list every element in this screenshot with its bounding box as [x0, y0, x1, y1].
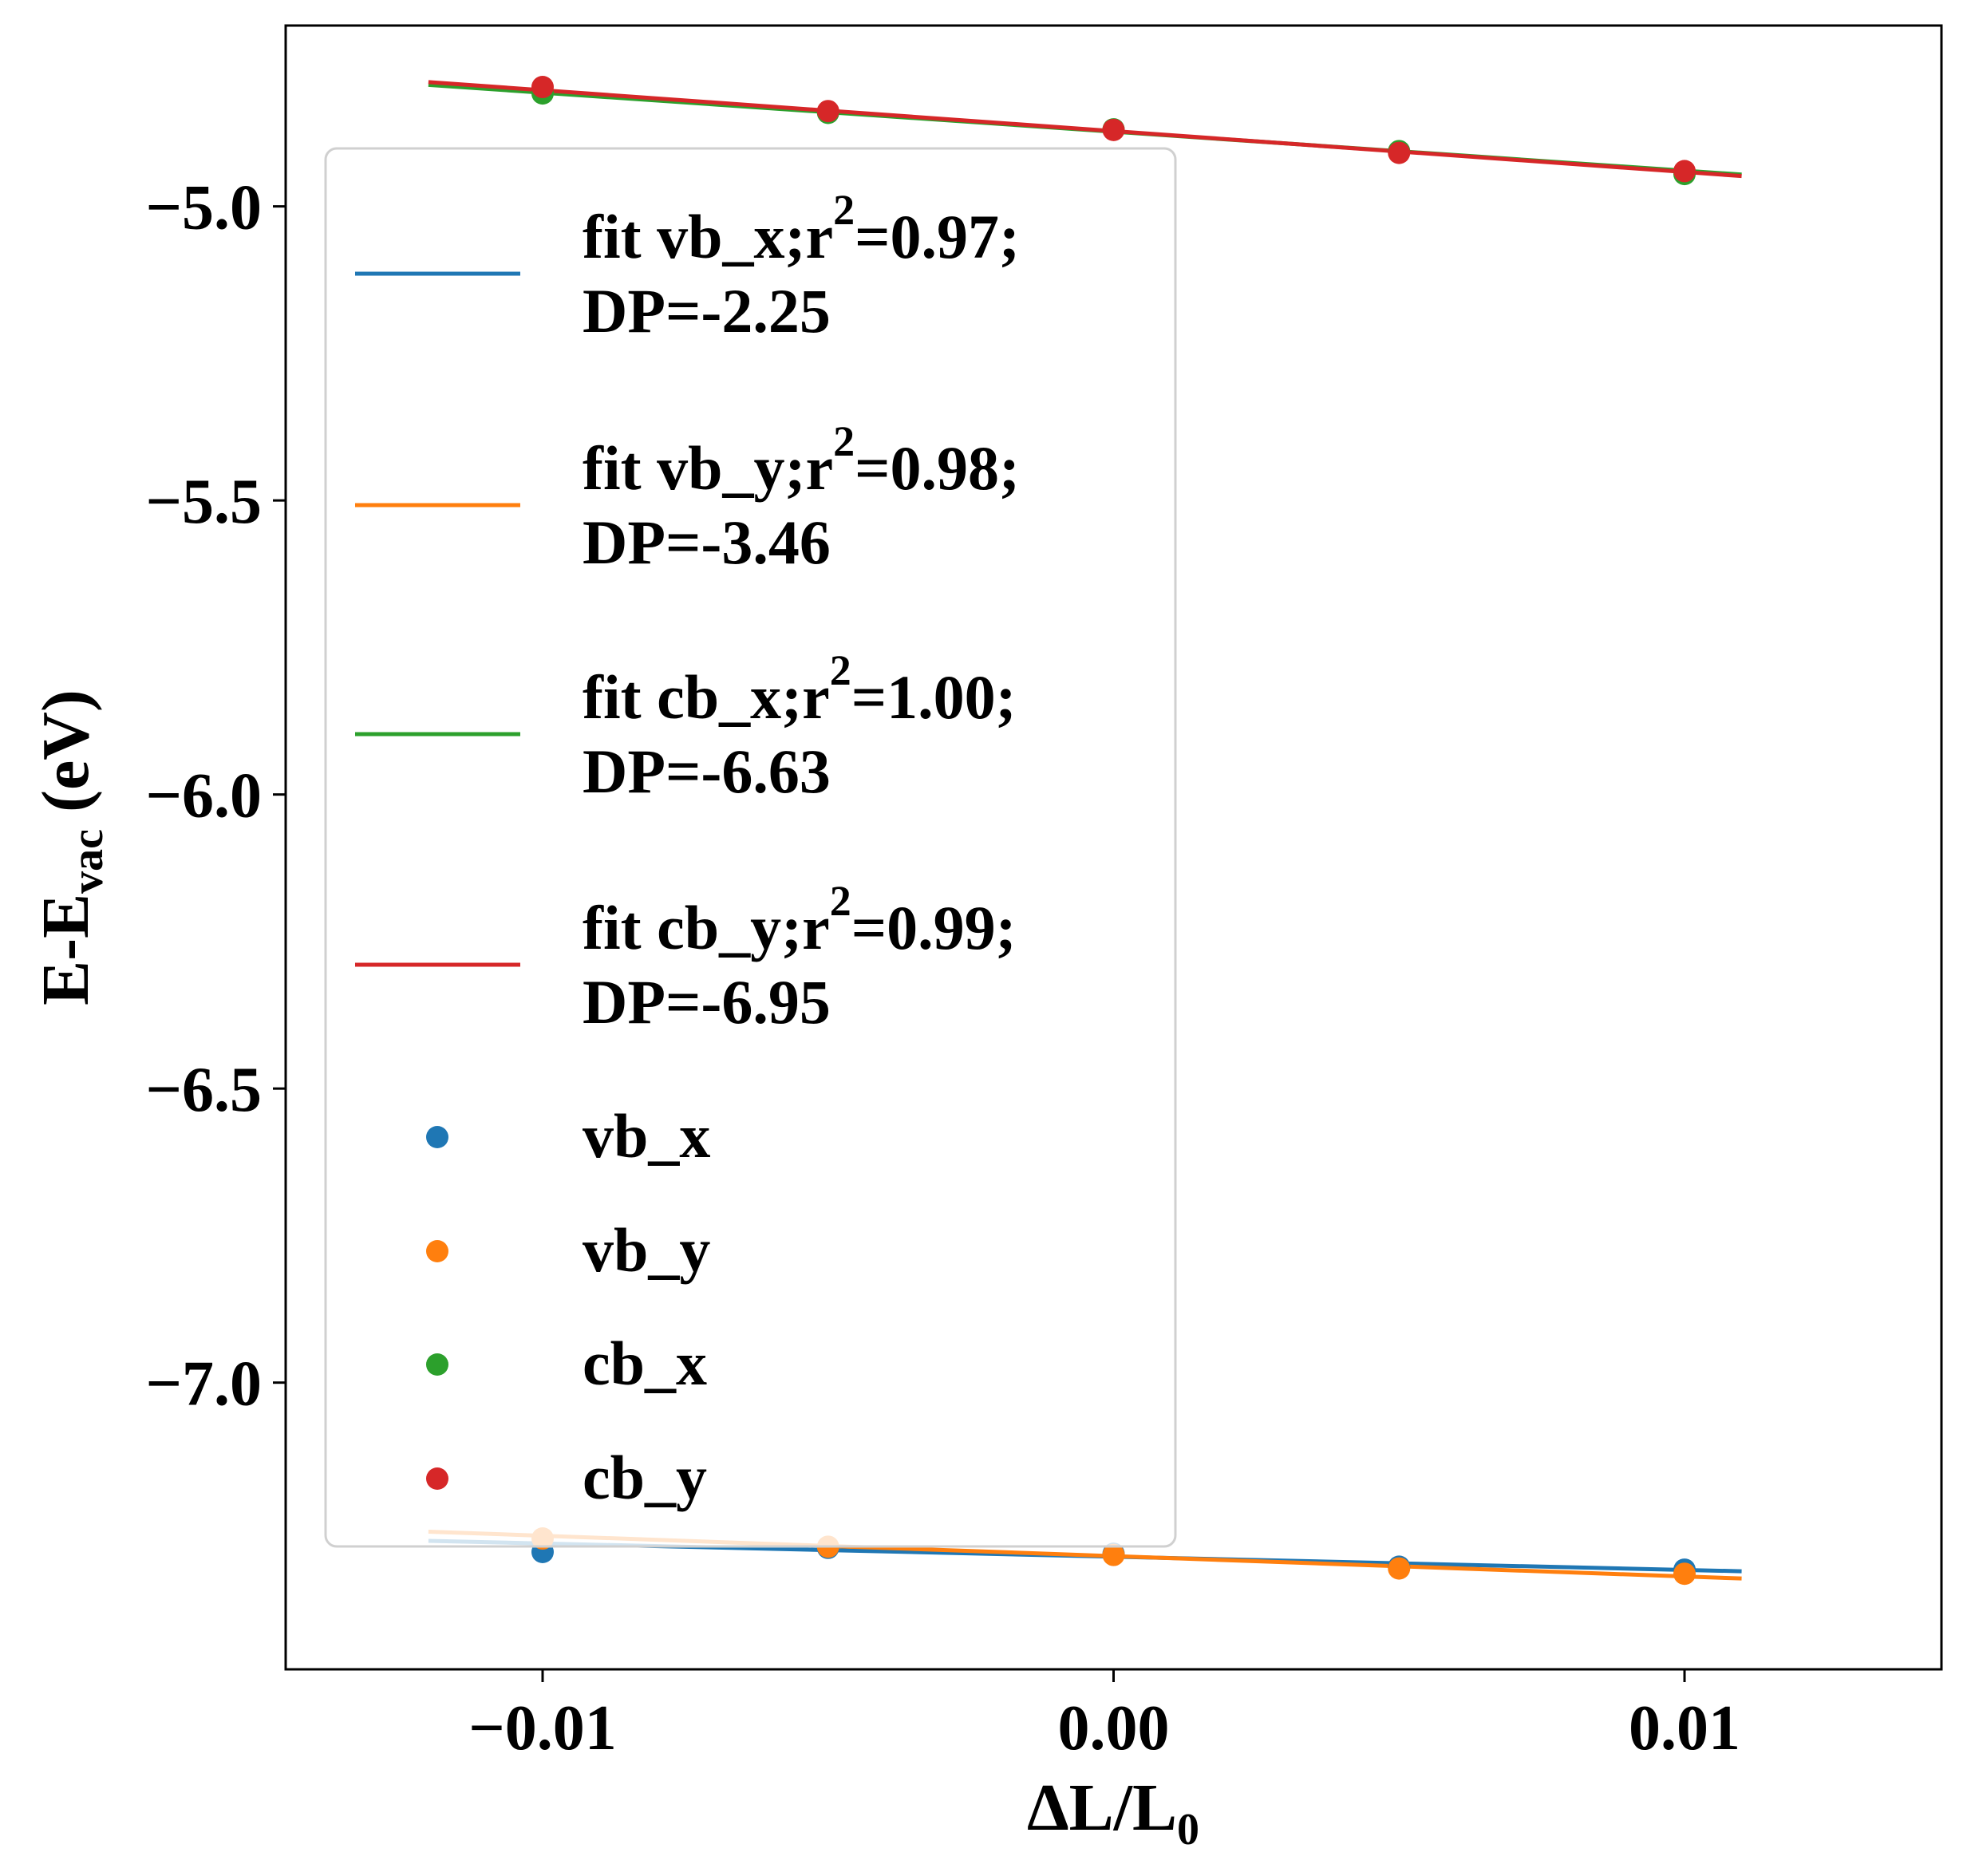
y-axis: −5.0 −5.5 −6.0 −6.5 −7.0: [145, 173, 286, 1420]
y-axis-label: E-Evac (eV): [29, 689, 113, 1005]
point-vb-y: [1388, 1557, 1411, 1580]
legend-dp-label: DP=-3.46: [583, 508, 831, 577]
legend-marker-vb-y: [426, 1240, 448, 1262]
legend-marker-cb-y: [426, 1467, 448, 1490]
x-axis: −0.01 0.00 0.01: [468, 1669, 1740, 1763]
legend-fit-label: fit cb_y;r2=0.99;: [583, 877, 1017, 962]
point-cb-y: [531, 76, 554, 99]
point-vb-y: [1102, 1543, 1125, 1566]
point-cb-y: [1673, 160, 1696, 183]
y-tick-label: −6.5: [145, 1055, 262, 1125]
y-tick-label: −5.0: [145, 173, 262, 243]
legend-marker-vb-x: [426, 1126, 448, 1148]
point-cb-y: [1102, 118, 1125, 141]
x-axis-label: ΔL/L0: [1027, 1771, 1199, 1854]
legend-point-label: cb_x: [583, 1329, 707, 1398]
legend-fit-label: fit cb_x;r2=1.00;: [583, 646, 1017, 732]
point-vb-y: [1673, 1562, 1696, 1586]
legend-point-label: cb_y: [583, 1443, 707, 1512]
y-tick-label: −6.0: [145, 761, 262, 831]
legend-dp-label: DP=-6.63: [583, 737, 831, 806]
x-tick-label: 0.00: [1058, 1693, 1170, 1763]
legend-dp-label: DP=-2.25: [583, 276, 831, 346]
fit-line-cb-y: [428, 80, 1742, 179]
legend-point-label: vb_y: [583, 1215, 710, 1285]
legend: fit vb_x;r2=0.97;DP=-2.25 fit vb_y;r2=0.9…: [324, 147, 1177, 1548]
legend-fit-label: fit vb_y;r2=0.98;: [583, 417, 1020, 503]
legend-fit-label: fit vb_x;r2=0.97;: [583, 186, 1020, 271]
x-tick-label: −0.01: [468, 1693, 617, 1763]
point-cb-y: [816, 100, 839, 123]
y-tick-label: −7.0: [145, 1349, 262, 1420]
legend-point-label: vb_x: [583, 1101, 710, 1171]
point-cb-y: [1388, 141, 1411, 164]
legend-box: [324, 147, 1177, 1548]
legend-dp-label: DP=-6.95: [583, 967, 831, 1037]
y-tick-label: −5.5: [145, 467, 262, 537]
x-tick-label: 0.01: [1629, 1693, 1740, 1763]
legend-marker-cb-x: [426, 1353, 448, 1376]
